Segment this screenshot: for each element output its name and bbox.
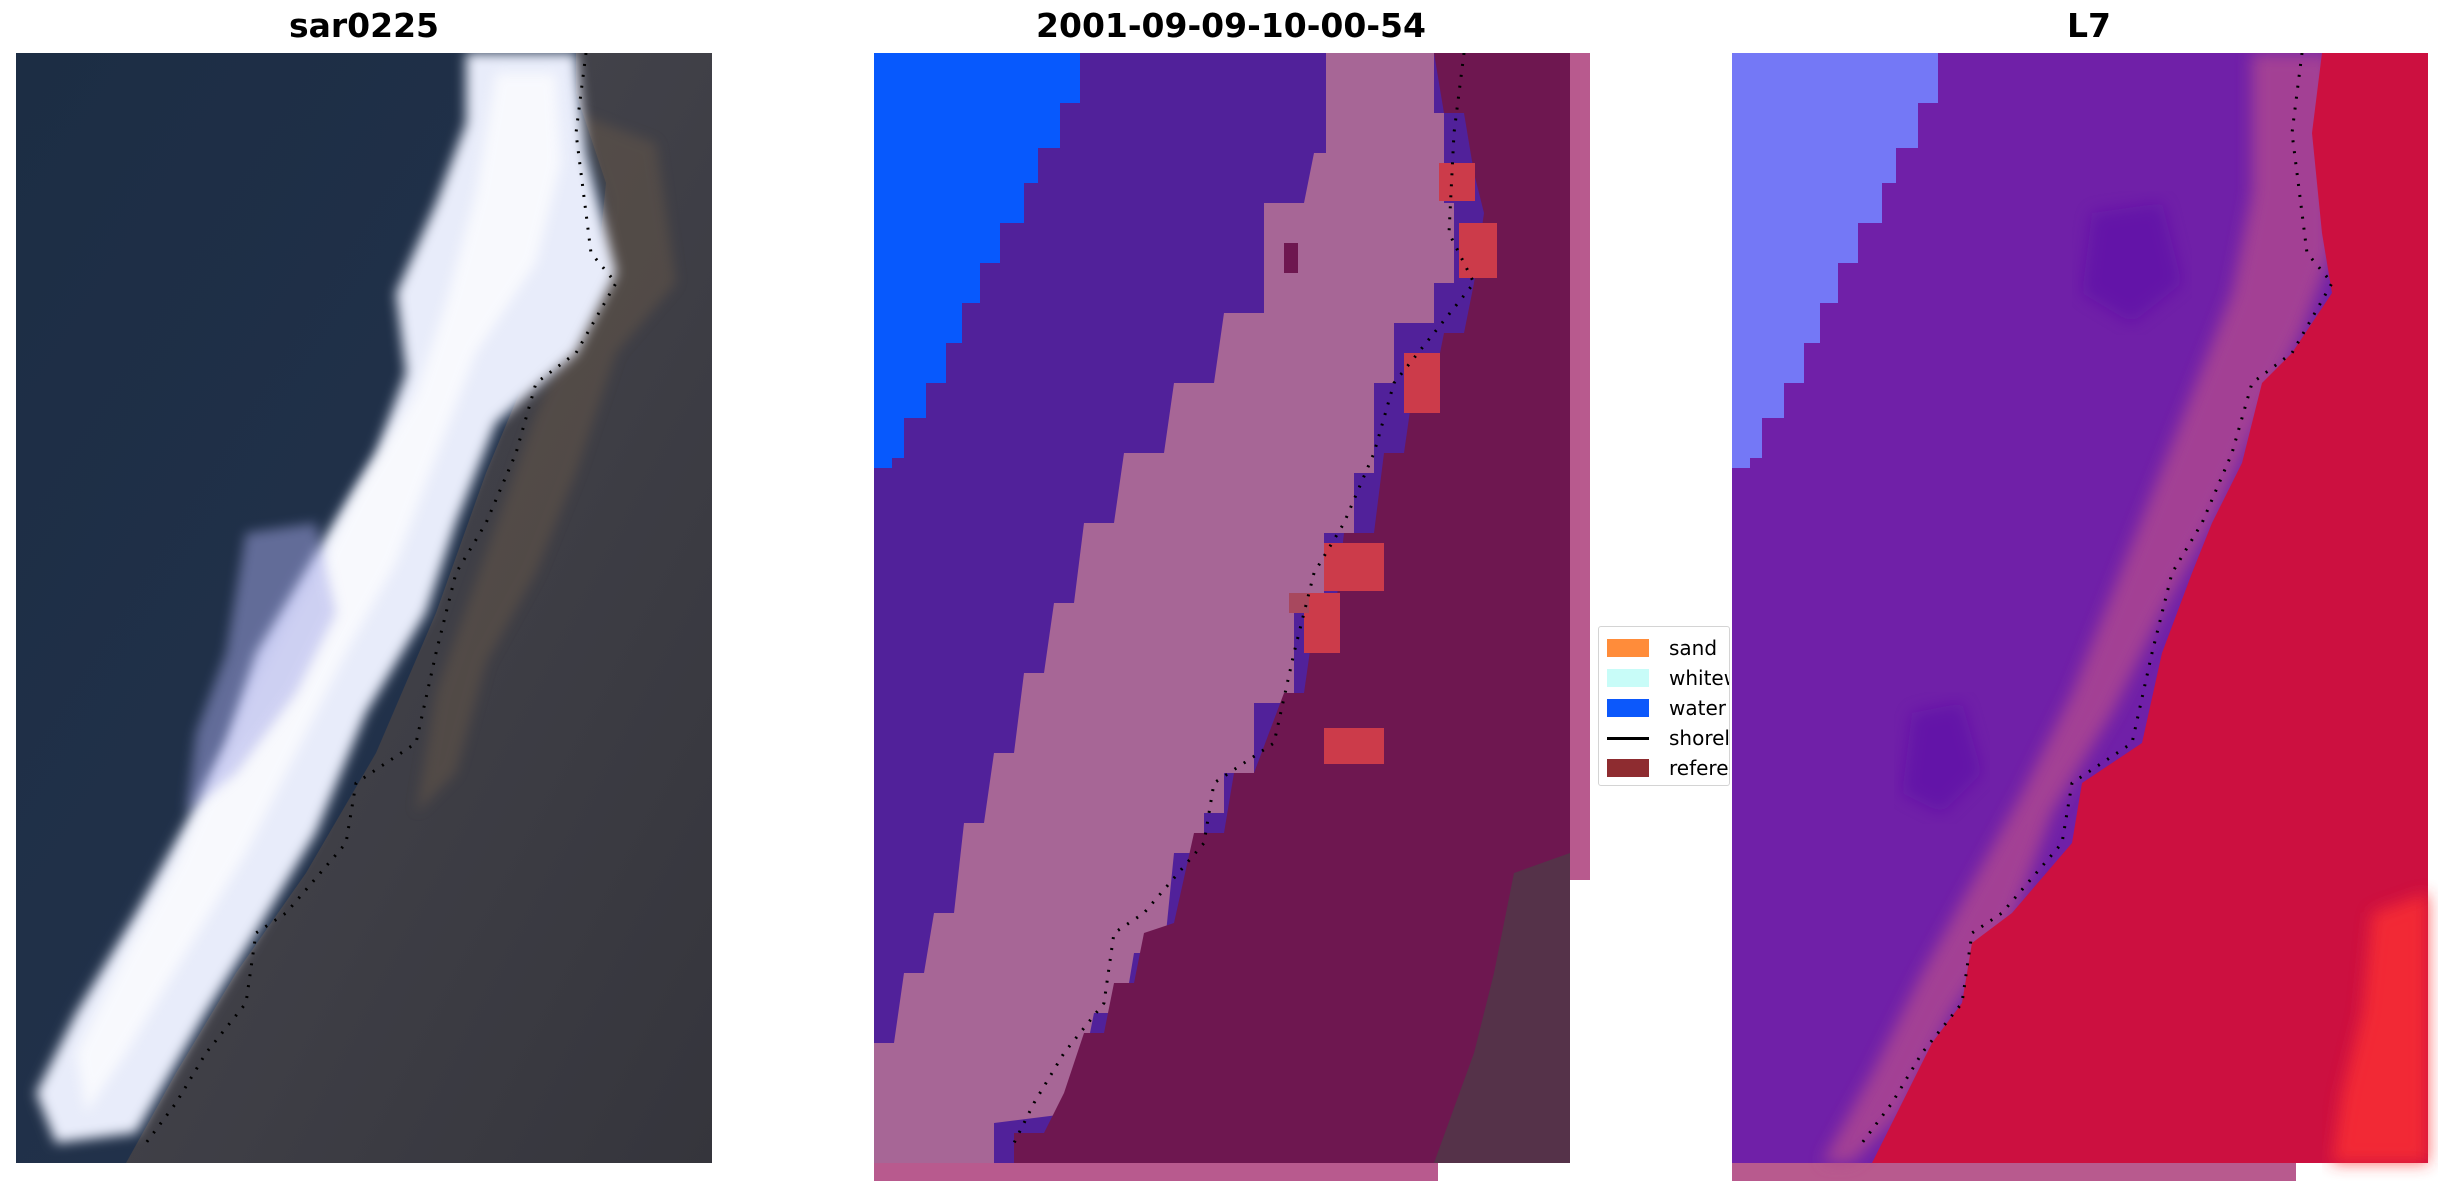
- index-high-area: [1732, 53, 1938, 468]
- classification-image: [874, 53, 1590, 1181]
- legend-item-shoreline: shorel: [1607, 726, 1730, 750]
- class-land-area: [1014, 53, 1570, 1163]
- class-patch-1: [1439, 163, 1475, 201]
- index-panel-title: L7: [2067, 6, 2111, 45]
- index-image: [1732, 53, 2428, 1181]
- legend-swatch-water: [1607, 699, 1649, 717]
- index-dark-blob-2: [1902, 703, 1982, 813]
- class-swash-area: [874, 53, 1454, 1163]
- class-patch-6: [1324, 728, 1384, 764]
- class-patch-7: [1289, 593, 1309, 613]
- index-low-area: [1872, 53, 2428, 1163]
- rgb-image: [16, 53, 712, 1163]
- class-patch-2: [1459, 223, 1497, 278]
- index-transition-band: [1822, 53, 2332, 1163]
- class-fringe-bottom: [874, 1163, 1438, 1181]
- class-rgb-bleed: [1434, 853, 1570, 1163]
- class-fringe-right: [1570, 53, 1590, 880]
- class-patch-3: [1404, 353, 1440, 413]
- legend-label-shoreline: shorel: [1669, 726, 1730, 750]
- class-swash-island: [1284, 243, 1298, 273]
- legend-item-sand: sand: [1607, 636, 1729, 660]
- rgb-bluish-patch: [186, 523, 336, 813]
- class-patch-5: [1304, 593, 1340, 653]
- legend-item-water: water: [1607, 696, 1729, 720]
- legend-label-sand: sand: [1669, 636, 1718, 660]
- class-patch-4: [1324, 543, 1384, 591]
- class-water-area: [874, 53, 1080, 468]
- index-low-bright: [2332, 893, 2428, 1163]
- legend-label-water: water: [1669, 696, 1726, 720]
- legend-swatch-sand: [1607, 639, 1649, 657]
- rgb-land-sand-tint: [416, 113, 676, 813]
- legend-item-reference: referer: [1607, 756, 1730, 780]
- classification-panel-title: 2001-09-09-10-00-54: [1036, 6, 1426, 45]
- legend-line-shoreline: [1607, 737, 1649, 740]
- index-dark-blob-1: [2082, 203, 2182, 323]
- index-fringe-bottom: [1732, 1163, 2296, 1181]
- class-shoreline: [1012, 53, 1476, 1144]
- rgb-panel-title: sar0225: [288, 6, 440, 45]
- legend-swatch-whitewater: [1607, 669, 1649, 687]
- legend-label-reference: referer: [1669, 756, 1730, 780]
- rgb-shoreline: [144, 53, 618, 1144]
- legend-swatch-reference: [1607, 759, 1649, 777]
- index-shoreline: [1860, 53, 2334, 1144]
